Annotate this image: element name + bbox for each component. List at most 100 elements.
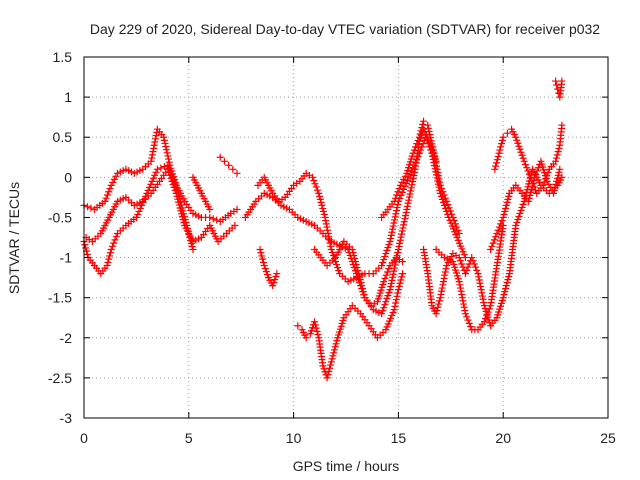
- data-point: [350, 252, 358, 260]
- data-point: [384, 292, 392, 300]
- data-point: [424, 121, 432, 129]
- data-point: [318, 201, 326, 209]
- data-point: [453, 223, 461, 231]
- data-point: [313, 186, 321, 194]
- data-point: [395, 185, 403, 193]
- data-point: [490, 236, 498, 244]
- data-point: [383, 295, 391, 303]
- data-point: [503, 129, 511, 137]
- data-point: [105, 255, 113, 263]
- data-point: [329, 352, 337, 360]
- data-point: [312, 324, 320, 332]
- data-point: [273, 270, 281, 278]
- y-tick-label: 1: [64, 89, 72, 105]
- data-point: [555, 168, 563, 176]
- data-point: [415, 133, 423, 141]
- data-point: [425, 127, 433, 135]
- data-point: [164, 165, 172, 173]
- data-point: [262, 268, 270, 276]
- data-point: [488, 242, 496, 250]
- data-point: [399, 224, 407, 232]
- data-point: [439, 281, 447, 289]
- data-point: [392, 210, 400, 218]
- data-point: [395, 242, 403, 250]
- data-point: [495, 149, 503, 157]
- data-point: [435, 175, 443, 183]
- data-point: [165, 158, 173, 166]
- data-point: [497, 143, 505, 151]
- data-point: [550, 189, 558, 197]
- data-point: [333, 261, 341, 269]
- data-point: [402, 209, 410, 217]
- data-point: [315, 189, 323, 197]
- data-point: [330, 346, 338, 354]
- data-point: [499, 213, 507, 221]
- data-point: [160, 136, 168, 144]
- data-point: [166, 171, 174, 179]
- data-point: [331, 343, 339, 351]
- data-point: [524, 167, 532, 175]
- data-point: [109, 242, 117, 250]
- data-point: [539, 181, 547, 189]
- data-point: [259, 255, 267, 263]
- data-point: [168, 177, 176, 185]
- data-point: [150, 144, 158, 152]
- data-point: [461, 307, 469, 315]
- data-point: [384, 268, 392, 276]
- y-axis-label: SDTVAR / TECUs: [6, 182, 22, 294]
- grid-lines: [84, 57, 608, 418]
- data-point: [386, 286, 394, 294]
- data-point: [152, 168, 160, 176]
- data-point: [401, 212, 409, 220]
- data-point: [429, 143, 437, 151]
- data-point: [499, 133, 507, 141]
- data-point: [380, 304, 388, 312]
- data-point: [169, 180, 177, 188]
- data-point: [465, 319, 473, 327]
- data-point: [500, 291, 508, 299]
- data-point: [397, 233, 405, 241]
- data-point: [551, 183, 559, 191]
- data-point: [493, 156, 501, 164]
- data-point: [461, 254, 469, 262]
- data-point: [396, 239, 404, 247]
- data-point: [489, 239, 497, 247]
- data-point: [404, 176, 412, 184]
- data-point: [389, 225, 397, 233]
- data-point: [461, 270, 469, 278]
- data-point: [456, 281, 464, 289]
- data-point: [553, 177, 561, 185]
- data-point: [502, 204, 510, 212]
- data-point: [163, 149, 171, 157]
- data-point: [349, 249, 357, 257]
- data-point: [380, 278, 388, 286]
- data-point: [334, 264, 342, 272]
- data-point: [383, 247, 391, 255]
- data-point: [401, 172, 409, 180]
- data-point: [406, 170, 414, 178]
- data-point: [324, 229, 332, 237]
- data-point: [394, 188, 402, 196]
- data-point: [558, 173, 566, 181]
- data-point: [427, 137, 435, 145]
- data-point: [484, 308, 492, 316]
- data-point: [502, 201, 510, 209]
- data-point: [258, 252, 266, 260]
- data-point: [233, 169, 241, 177]
- data-point: [470, 260, 478, 268]
- data-point: [332, 340, 340, 348]
- x-tick-label: 15: [391, 430, 407, 446]
- data-point: [497, 220, 505, 228]
- data-point: [515, 142, 523, 150]
- data-point: [157, 164, 165, 172]
- data-point: [429, 146, 437, 154]
- data-point: [206, 213, 214, 221]
- data-point: [206, 205, 214, 213]
- data-point: [502, 282, 510, 290]
- data-point: [306, 330, 314, 338]
- data-point: [328, 249, 336, 257]
- data-point: [322, 220, 330, 228]
- data-point: [81, 241, 89, 249]
- data-point: [312, 183, 320, 191]
- data-point: [135, 207, 143, 215]
